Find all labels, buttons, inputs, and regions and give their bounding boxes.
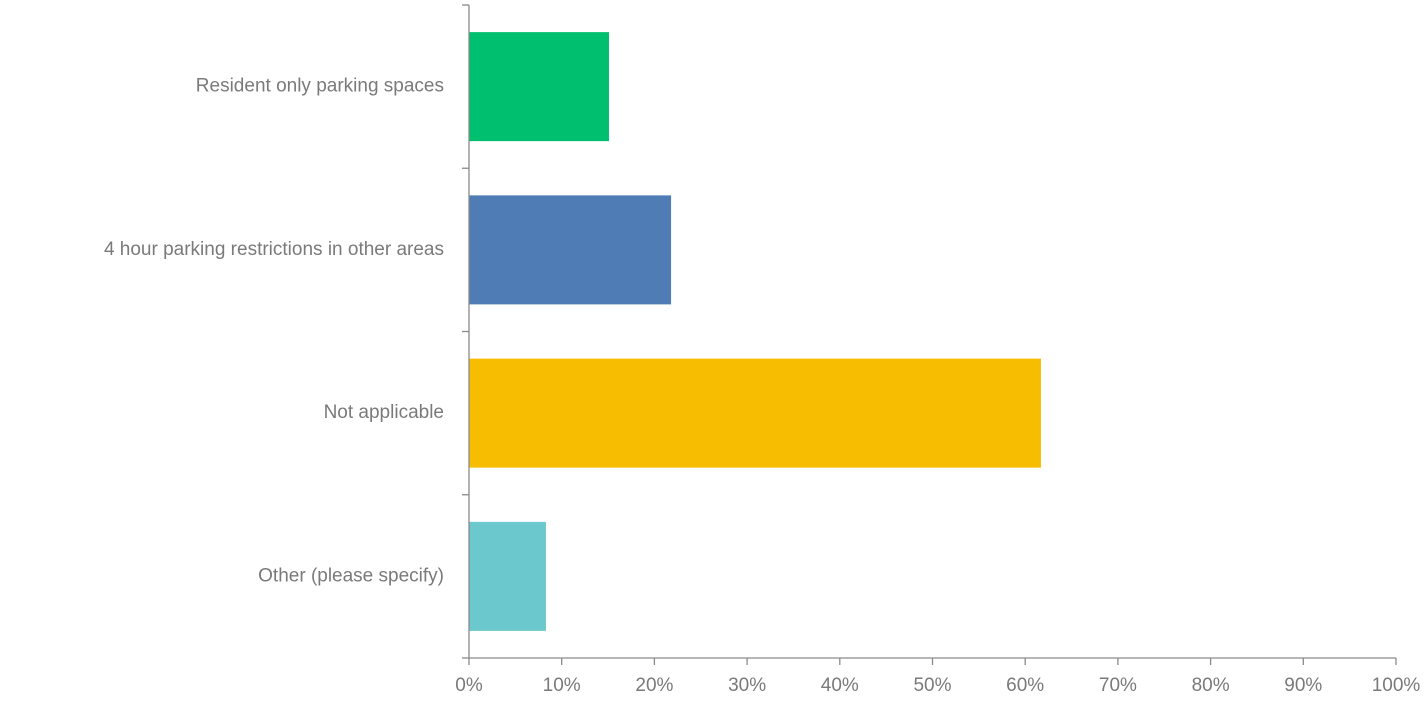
category-label-2: 4 hour parking restrictions in other are… xyxy=(104,239,444,260)
x-tick-label: 70% xyxy=(1099,675,1137,696)
x-tick-label: 10% xyxy=(543,675,581,696)
category-label-3: Not applicable xyxy=(324,402,444,423)
bar-1 xyxy=(469,32,609,142)
x-tick-label: 20% xyxy=(635,675,673,696)
x-tick-label: 90% xyxy=(1284,675,1322,696)
bar-2 xyxy=(469,195,672,305)
x-tick-label: 30% xyxy=(728,675,766,696)
category-labels-group: Resident only parking spaces 4 hour parki… xyxy=(104,76,444,587)
x-tick-label: 50% xyxy=(913,675,951,696)
category-label-1: Resident only parking spaces xyxy=(196,76,444,97)
x-tick-label: 60% xyxy=(1006,675,1044,696)
bar-3 xyxy=(469,358,1041,468)
x-tick-label: 0% xyxy=(455,675,483,696)
x-ticks-group: 0% 10% 20% 30% 40% 50% 60% 70% 80% 90% 100% xyxy=(455,658,1420,696)
bar-4 xyxy=(469,521,546,631)
bars-group xyxy=(469,32,1041,631)
x-tick-label: 80% xyxy=(1192,675,1230,696)
x-tick-label: 100% xyxy=(1372,675,1421,696)
x-tick-label: 40% xyxy=(821,675,859,696)
category-label-4: Other (please specify) xyxy=(258,565,444,586)
